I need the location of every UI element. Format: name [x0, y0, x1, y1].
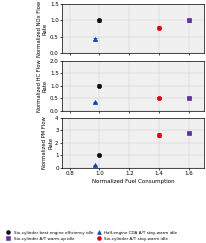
X-axis label: Normalized Fuel Consumption: Normalized Fuel Consumption — [91, 179, 173, 184]
Y-axis label: Normalized HC Flow
Rate: Normalized HC Flow Rate — [37, 59, 48, 112]
Y-axis label: Normalized NOx Flow
Rate: Normalized NOx Flow Rate — [37, 0, 48, 57]
Y-axis label: Normalized PM Flow
Rate: Normalized PM Flow Rate — [42, 116, 53, 169]
Legend: Six-cylinder best engine efficiency idle, Six-cylinder A/T warm-up idle, Half-en: Six-cylinder best engine efficiency idle… — [4, 231, 177, 241]
